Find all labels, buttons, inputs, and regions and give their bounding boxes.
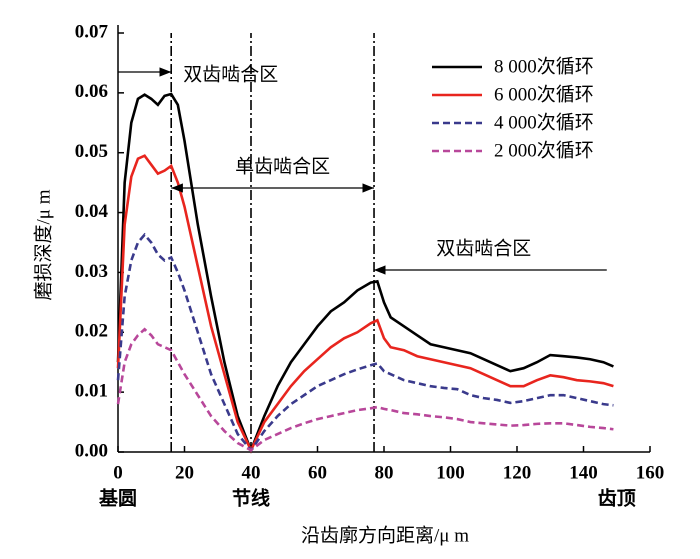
x-tick-label: 20 bbox=[175, 462, 194, 483]
x-point-label: 齿顶 bbox=[598, 487, 636, 509]
annotation: 双齿啮合区 bbox=[183, 63, 278, 85]
series-line bbox=[116, 327, 614, 452]
y-tick-label: 0.06 bbox=[75, 81, 108, 102]
x-tick-label: 0 bbox=[113, 462, 123, 483]
x-tick-label: 40 bbox=[242, 462, 261, 483]
y-tick-label: 0.05 bbox=[75, 141, 108, 162]
legend-label: 8 000次循环 bbox=[494, 55, 594, 77]
x-tick-label: 160 bbox=[636, 462, 665, 483]
y-tick-label: 0.04 bbox=[75, 201, 109, 222]
y-tick-label: 0.01 bbox=[75, 381, 108, 402]
x-axis-label: 沿齿廓方向距离/μ m bbox=[301, 524, 469, 546]
y-axis-label: 磨损深度/μ m bbox=[32, 189, 54, 300]
legend-label: 2 000次循环 bbox=[494, 139, 594, 161]
annotation: 双齿啮合区 bbox=[436, 237, 531, 259]
x-tick-label: 80 bbox=[375, 462, 394, 483]
y-tick-label: 0.02 bbox=[75, 321, 108, 342]
x-point-label: 基圆 bbox=[98, 486, 137, 509]
series-line bbox=[116, 92, 614, 454]
x-tick-label: 60 bbox=[308, 462, 327, 483]
x-tick-label: 120 bbox=[503, 462, 532, 483]
legend-label: 4 000次循环 bbox=[494, 111, 594, 133]
series-line bbox=[116, 154, 614, 454]
y-tick-label: 0.00 bbox=[75, 440, 108, 461]
legend-label: 6 000次循环 bbox=[494, 83, 594, 105]
x-point-label: 节线 bbox=[232, 486, 270, 509]
x-tick-label: 100 bbox=[436, 462, 465, 483]
series-line bbox=[116, 232, 614, 453]
x-tick-label: 140 bbox=[569, 462, 598, 483]
y-tick-label: 0.03 bbox=[75, 261, 108, 282]
y-tick-label: 0.07 bbox=[75, 21, 109, 42]
annotation: 单齿啮合区 bbox=[235, 155, 330, 177]
